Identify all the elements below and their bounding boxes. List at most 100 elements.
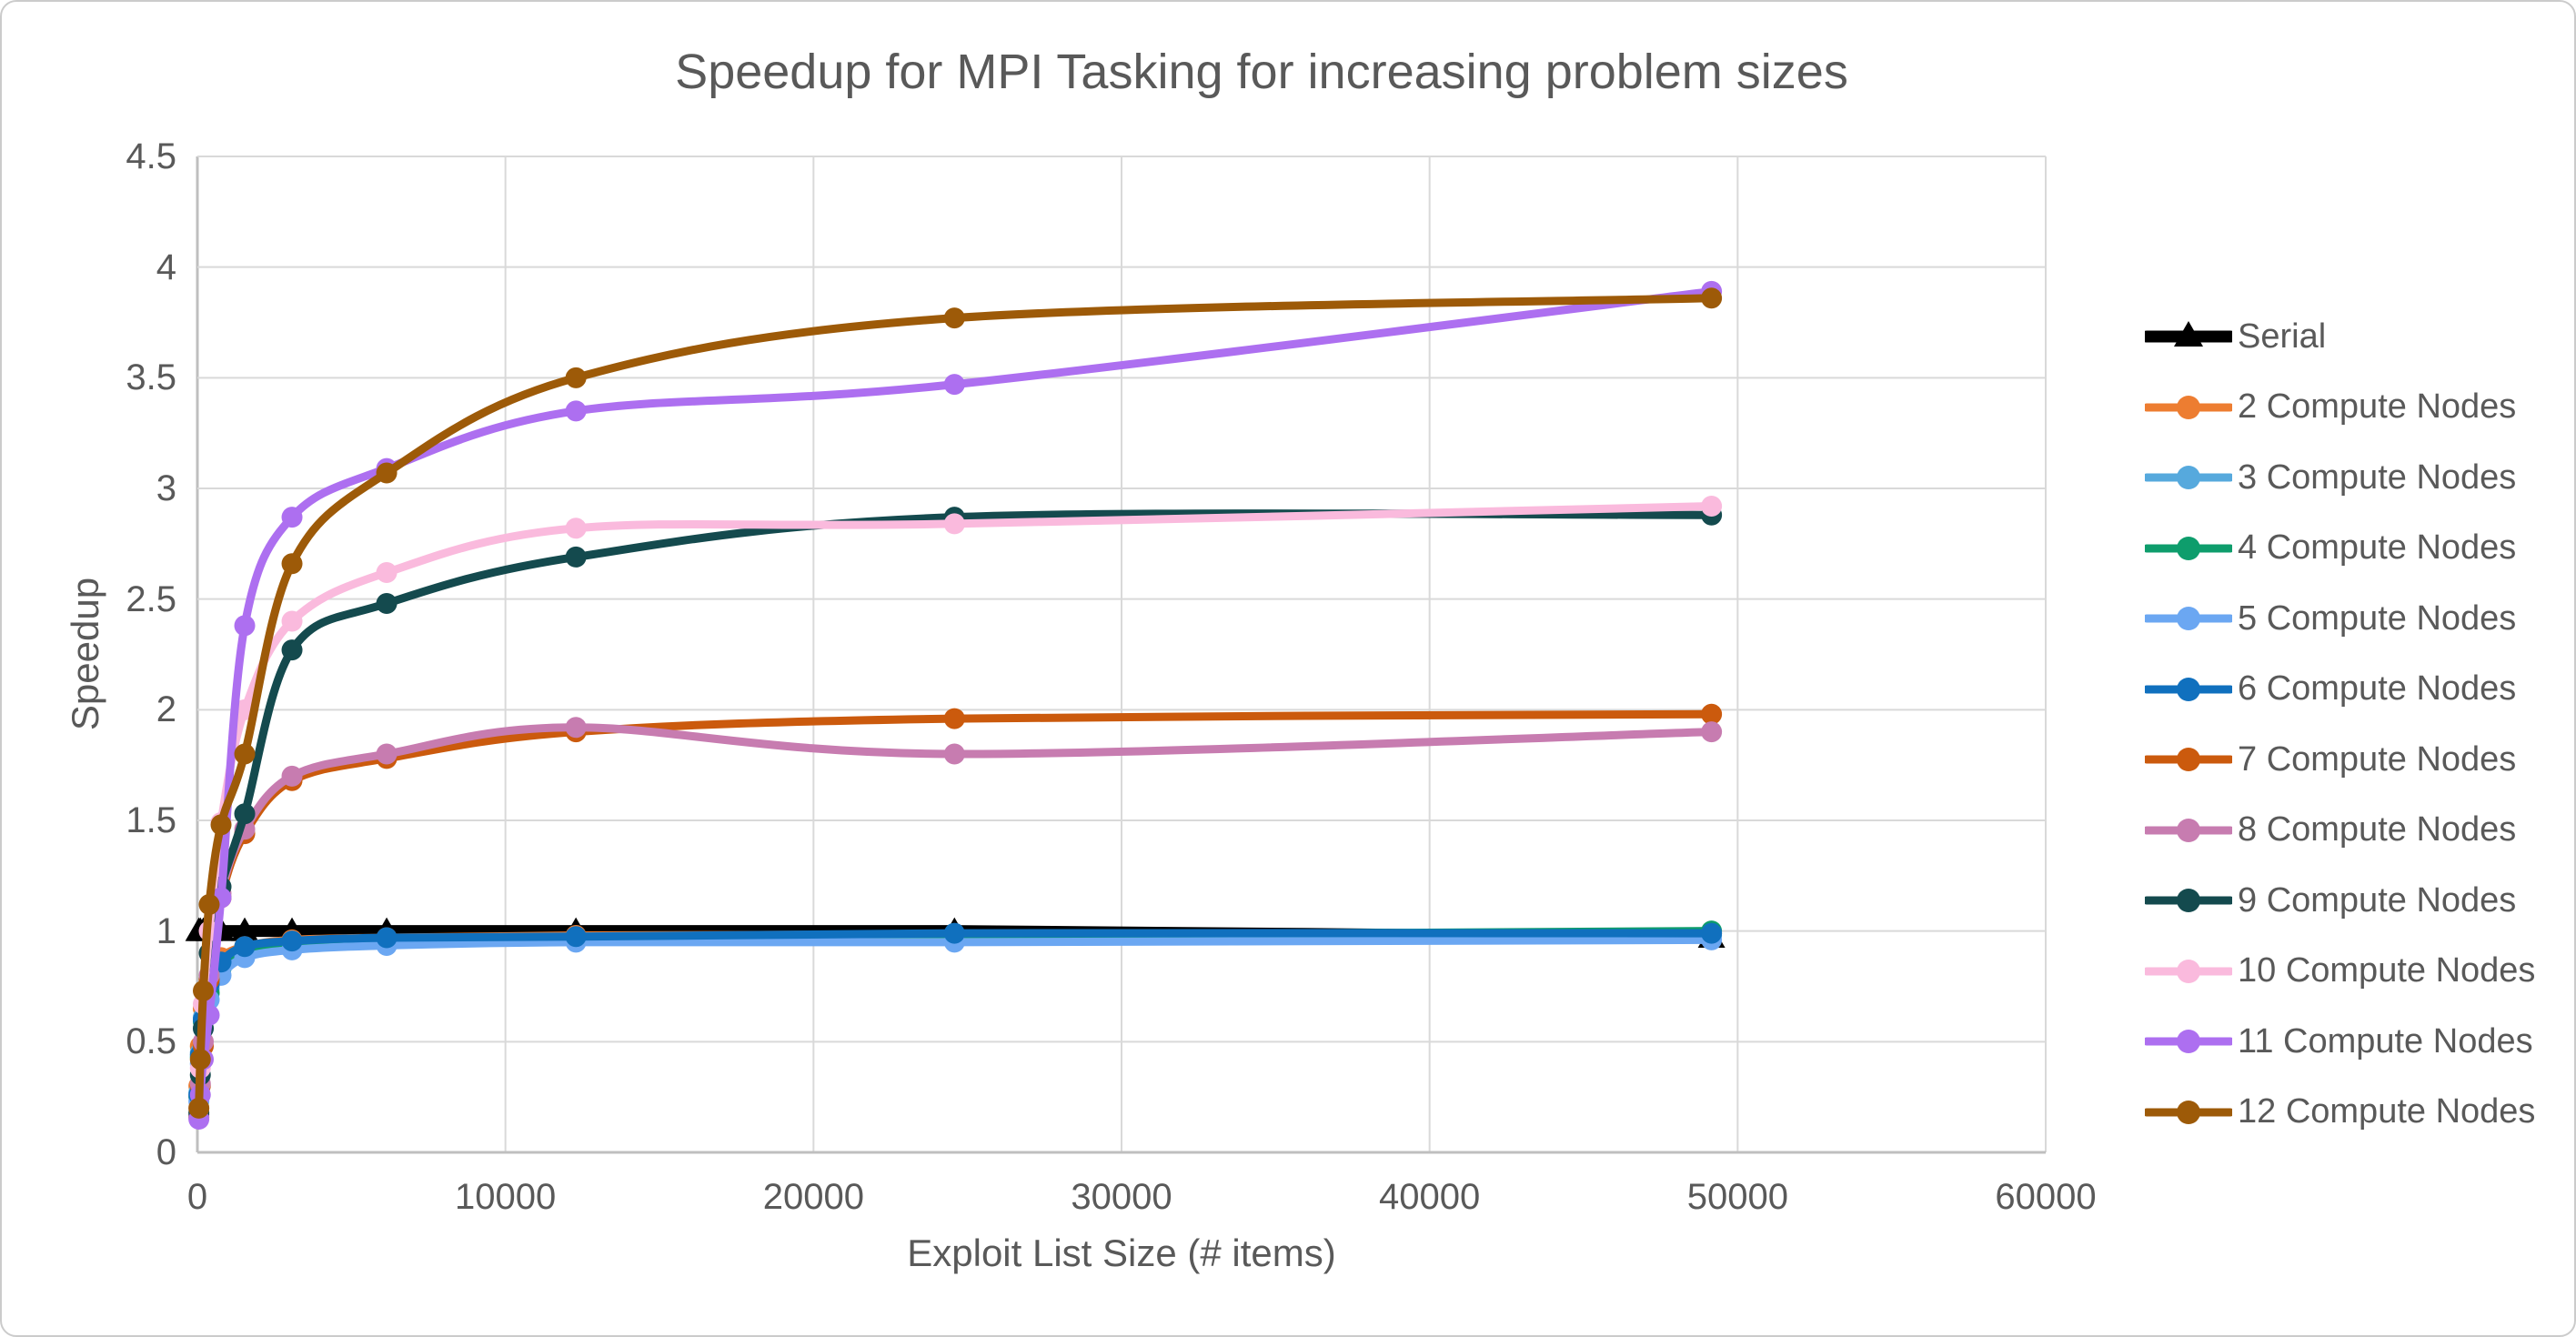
marker-circle-6-compute-nodes [234, 936, 256, 958]
legend-item-3-compute-nodes: 3 Compute Nodes [2145, 456, 2516, 499]
legend-swatch-12-compute-nodes [2145, 1100, 2232, 1124]
legend-swatch-6-compute-nodes [2145, 677, 2232, 701]
marker-circle-10-compute-nodes [1701, 495, 1723, 517]
marker-circle-11-compute-nodes [281, 507, 303, 528]
legend-swatch-11-compute-nodes [2145, 1030, 2232, 1053]
series-line-9-compute-nodes [195, 509, 1716, 1117]
marker-circle-8-compute-nodes [281, 765, 303, 787]
legend-label: 5 Compute Nodes [2238, 598, 2517, 638]
marker-circle-10-compute-nodes [376, 561, 397, 583]
series-line-5-compute-nodes [195, 935, 1716, 1106]
legend-label: Serial [2238, 317, 2327, 356]
legend-marker-circle [2177, 1030, 2200, 1053]
marker-circle-10-compute-nodes [281, 610, 303, 632]
legend-item-10-compute-nodes: 10 Compute Nodes [2145, 950, 2535, 993]
marker-circle-12-compute-nodes [193, 980, 215, 1001]
legend-swatch-4-compute-nodes [2145, 536, 2232, 560]
marker-circle-11-compute-nodes [565, 400, 587, 422]
legend-swatch-3-compute-nodes [2145, 466, 2232, 489]
legend-marker-circle [2177, 536, 2200, 560]
legend-swatch-5-compute-nodes [2145, 607, 2232, 630]
marker-circle-9-compute-nodes [281, 639, 303, 661]
marker-circle-12-compute-nodes [188, 1097, 210, 1119]
y-tick-label: 2.5 [126, 578, 176, 619]
marker-triangle-serial [231, 917, 259, 941]
legend-item-serial: Serial [2145, 315, 2326, 358]
legend-item-4-compute-nodes: 4 Compute Nodes [2145, 527, 2516, 570]
marker-circle-7-compute-nodes [943, 708, 965, 729]
marker-circle-10-compute-nodes [943, 513, 965, 535]
legend-label: 12 Compute Nodes [2238, 1092, 2536, 1131]
marker-circle-12-compute-nodes [943, 307, 965, 329]
legend-swatch-2-compute-nodes [2145, 395, 2232, 419]
legend-marker-circle [2177, 748, 2200, 771]
x-tick-label: 60000 [1995, 1177, 2097, 1217]
marker-circle-9-compute-nodes [565, 546, 587, 568]
marker-circle-11-compute-nodes [234, 615, 256, 637]
y-tick-label: 0.5 [126, 1021, 176, 1062]
series-line-6-compute-nodes [195, 929, 1716, 1100]
marker-circle-12-compute-nodes [210, 814, 232, 836]
marker-circle-8-compute-nodes [943, 743, 965, 765]
legend-swatch-9-compute-nodes [2145, 889, 2232, 912]
marker-circle-12-compute-nodes [281, 553, 303, 575]
x-tick-label: 50000 [1686, 1177, 1788, 1217]
legend-label: 10 Compute Nodes [2238, 951, 2536, 990]
x-tick-label: 20000 [762, 1177, 864, 1217]
marker-circle-12-compute-nodes [198, 893, 220, 915]
series-line-12-compute-nodes [195, 294, 1716, 1112]
legend-item-9-compute-nodes: 9 Compute Nodes [2145, 879, 2516, 922]
series-line-4-compute-nodes [195, 927, 1716, 1101]
legend-item-6-compute-nodes: 6 Compute Nodes [2145, 668, 2516, 711]
marker-circle-6-compute-nodes [565, 926, 587, 948]
marker-circle-6-compute-nodes [281, 930, 303, 952]
legend-item-7-compute-nodes: 7 Compute Nodes [2145, 738, 2516, 781]
legend-marker-triangle [2174, 321, 2203, 347]
marker-circle-12-compute-nodes [376, 462, 397, 484]
legend-marker-circle [2177, 889, 2200, 912]
series-line-3-compute-nodes [195, 931, 1716, 1097]
y-tick-label: 3.5 [126, 357, 176, 398]
chart-title: Speedup for MPI Tasking for increasing p… [675, 45, 1848, 99]
legend-item-5-compute-nodes: 5 Compute Nodes [2145, 597, 2516, 640]
legend-label: 4 Compute Nodes [2238, 528, 2517, 567]
series-line-11-compute-nodes [195, 286, 1716, 1123]
marker-circle-7-compute-nodes [1701, 703, 1723, 725]
marker-circle-12-compute-nodes [234, 743, 256, 765]
legend-label: 11 Compute Nodes [2238, 1021, 2533, 1061]
y-tick-label: 4 [156, 246, 176, 287]
legend-swatch-10-compute-nodes [2145, 959, 2232, 983]
legend-marker-circle [2177, 395, 2200, 419]
series-line-7-compute-nodes [195, 709, 1716, 1121]
legend-item-11-compute-nodes: 11 Compute Nodes [2145, 1020, 2533, 1063]
legend-marker-circle [2177, 607, 2200, 630]
marker-circle-8-compute-nodes [565, 717, 587, 739]
y-tick-label: 2 [156, 689, 176, 730]
series-line-10-compute-nodes [195, 501, 1716, 1112]
marker-circle-12-compute-nodes [1701, 287, 1723, 309]
y-tick-label: 3 [156, 468, 176, 508]
legend-label: 6 Compute Nodes [2238, 669, 2517, 708]
x-tick-label: 0 [186, 1177, 208, 1217]
legend-label: 3 Compute Nodes [2238, 457, 2517, 497]
legend-swatch-serial [2145, 321, 2232, 347]
legend-marker-circle [2177, 959, 2200, 983]
legend-marker-circle [2177, 466, 2200, 489]
y-tick-label: 0 [156, 1132, 176, 1172]
legend-label: 8 Compute Nodes [2238, 810, 2517, 849]
marker-circle-9-compute-nodes [234, 803, 256, 825]
marker-circle-6-compute-nodes [1701, 922, 1723, 944]
y-tick-label: 1.5 [126, 800, 176, 840]
legend-marker-circle [2177, 677, 2200, 701]
x-tick-label: 10000 [455, 1177, 557, 1217]
y-tick-label: 4.5 [126, 136, 176, 176]
legend: Serial 2 Compute Nodes 3 Compute Nodes 4 Co… [2145, 2, 2572, 1335]
marker-circle-8-compute-nodes [1701, 721, 1723, 743]
y-tick-label: 1 [156, 910, 176, 951]
x-tick-label: 40000 [1379, 1177, 1481, 1217]
legend-marker-circle [2177, 1100, 2200, 1124]
legend-item-2-compute-nodes: 2 Compute Nodes [2145, 386, 2516, 429]
marker-circle-10-compute-nodes [565, 518, 587, 539]
